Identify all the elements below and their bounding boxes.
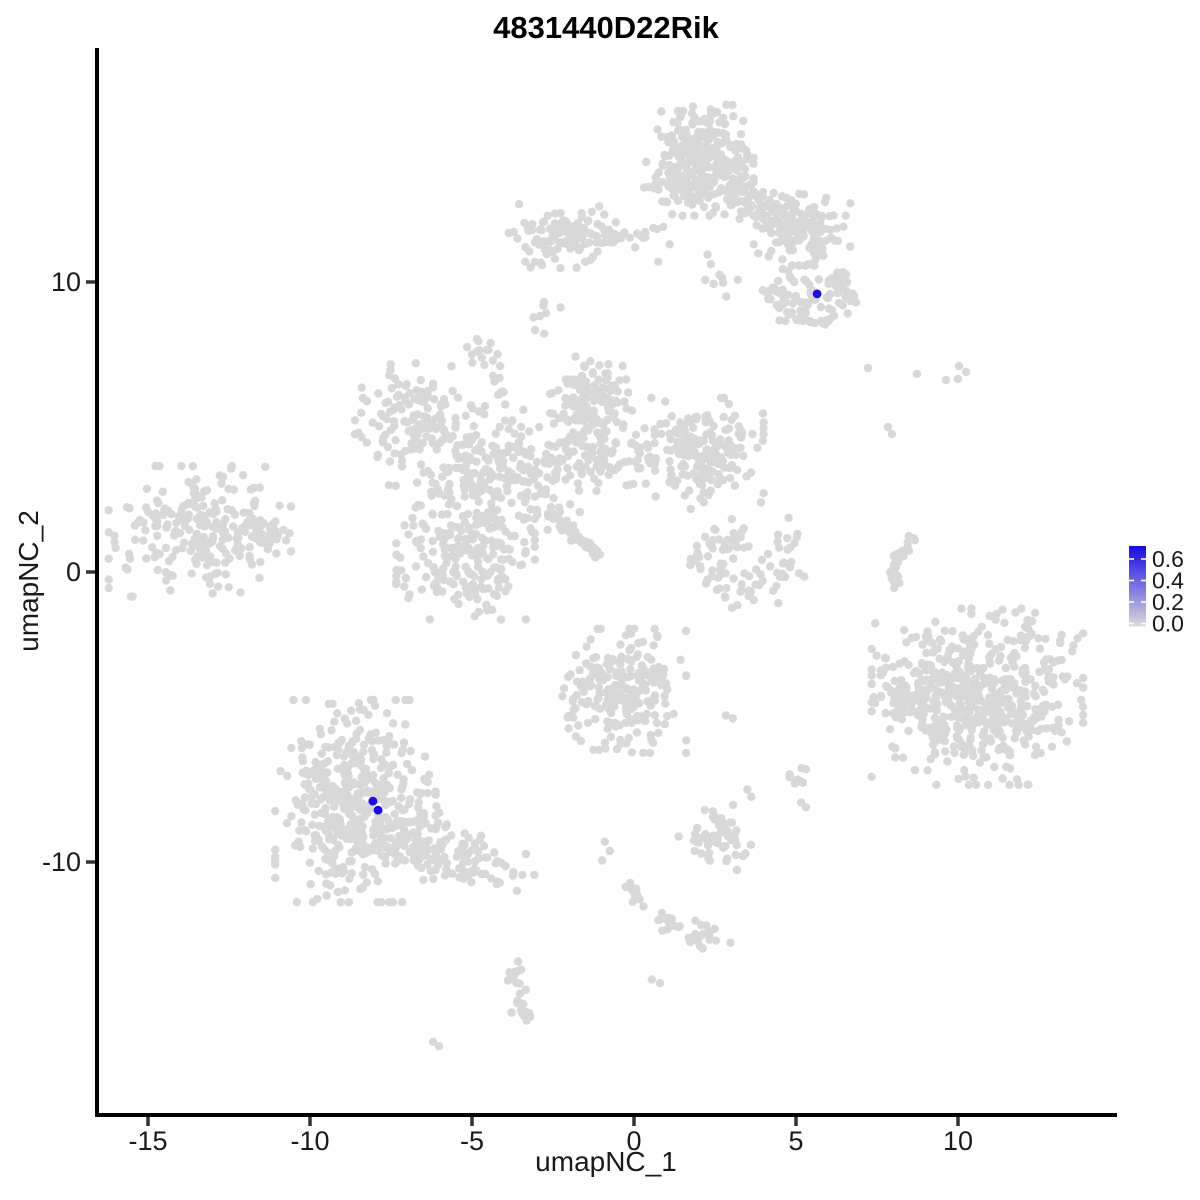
- x-tick-label: -15: [128, 1126, 167, 1156]
- cluster-central-vband-top: [547, 357, 637, 427]
- cluster-right-big-appendix: [876, 662, 928, 723]
- cluster-ne-dots: [863, 361, 971, 439]
- x-tick-label: 10: [943, 1126, 973, 1156]
- cluster-tiny-dot-s: [647, 975, 665, 988]
- y-tick-label: 0: [66, 557, 81, 587]
- cluster-central-lowerleft: [392, 491, 539, 624]
- cluster-diag-chain-south: [621, 878, 685, 935]
- legend-tick-label: 0.2: [1152, 589, 1184, 615]
- cluster-arm-chain: [581, 223, 662, 252]
- cluster-left-arm: [504, 200, 622, 273]
- legend-colorbar: 0.60.40.20.0: [1129, 546, 1184, 637]
- y-axis: 10 0 -10: [42, 267, 95, 877]
- cluster-right-wing: [744, 189, 855, 270]
- cluster-small-south-blob: [785, 764, 811, 812]
- cluster-center-bottom: [558, 624, 691, 758]
- legend-tick-label: 0.0: [1152, 611, 1184, 637]
- x-axis-label: umapNC_1: [535, 1146, 677, 1177]
- cluster-right-big: [867, 604, 1088, 789]
- cluster-top-stem: [639, 100, 758, 220]
- y-axis-label: umapNC_2: [13, 510, 44, 652]
- x-axis: -15 -10 -5 0 5 10: [128, 1117, 973, 1156]
- x-tick-label: 0: [626, 1126, 641, 1156]
- y-tick-label: 10: [51, 267, 81, 297]
- cluster-left-island: [104, 461, 296, 601]
- cluster-sw-oval: [428, 1037, 444, 1051]
- legend-tick-label: 0.4: [1152, 568, 1184, 594]
- x-tick-label: -10: [290, 1126, 329, 1156]
- y-tick-label: -10: [42, 847, 81, 877]
- cluster-hook-ring: [758, 261, 861, 329]
- cluster-bottomleft-main: [271, 695, 440, 907]
- legend-tick-label: 0.6: [1152, 546, 1184, 572]
- cluster-central-right-band: [544, 423, 676, 490]
- cluster-bottomleft-tail: [372, 802, 539, 895]
- cluster-south-blob-c: [684, 916, 735, 953]
- cluster-crescent-fill: [686, 504, 767, 575]
- x-tick-label: 5: [788, 1126, 803, 1156]
- cluster-s-chain-bottom: [503, 957, 535, 1025]
- plot-title: 4831440D22Rik: [493, 10, 719, 45]
- highlighted-cells: [368, 289, 822, 815]
- cluster-tiny-south: [743, 785, 756, 801]
- cluster-right-thin-arc: [889, 531, 920, 572]
- cluster-pair-mid: [721, 711, 737, 723]
- cluster-right-thin-arc-2: [885, 560, 904, 593]
- cluster-below-wing-dots: [701, 250, 742, 301]
- highlighted-cell: [368, 796, 378, 806]
- cluster-small-blob-north: [529, 297, 565, 338]
- cluster-left-island-tip: [233, 516, 282, 558]
- cluster-diag-tail: [543, 502, 605, 562]
- cluster-south-west-dots: [598, 837, 614, 865]
- x-tick-label: -5: [460, 1126, 484, 1156]
- cluster-stem-south-dots: [513, 222, 674, 266]
- axes: -15 -10 -5 0 5 10 10 0 -10: [42, 48, 1117, 1156]
- cluster-crescent: [686, 513, 809, 612]
- cluster-south-cluster: [674, 800, 756, 875]
- highlighted-cell: [812, 289, 822, 299]
- cluster-central-top-chain: [488, 371, 508, 400]
- highlighted-cell: [373, 805, 383, 815]
- cluster-central-right-blob: [642, 393, 768, 507]
- point-cloud: [104, 100, 1088, 1051]
- cluster-central-top-blob: [462, 334, 505, 371]
